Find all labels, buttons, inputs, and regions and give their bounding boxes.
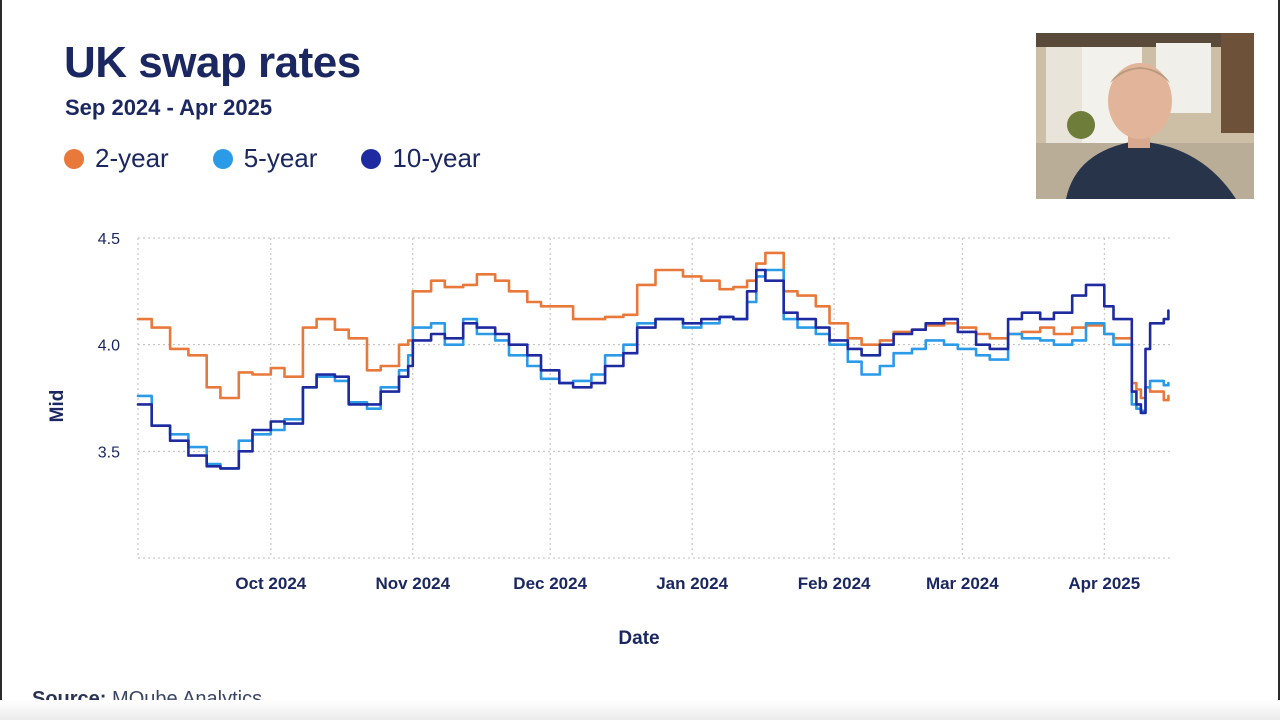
page-title: UK swap rates <box>64 38 361 87</box>
x-tick-label: Dec 2024 <box>513 574 587 593</box>
series-line-10-year <box>136 268 1170 470</box>
x-tick-label: Oct 2024 <box>235 574 306 593</box>
series-line-5-year <box>136 268 1170 470</box>
x-axis-title: Date <box>618 628 659 649</box>
presenter-video-image <box>1036 33 1254 199</box>
y-tick-label: 4.5 <box>98 231 120 248</box>
legend-item-10-year: 10-year <box>361 143 481 174</box>
series-lines <box>136 251 1170 470</box>
y-tick-label: 3.5 <box>98 444 120 461</box>
legend-label: 5-year <box>243 143 318 173</box>
legend-label: 10-year <box>392 143 481 173</box>
x-tick-label: Feb 2024 <box>798 574 871 593</box>
bottom-shade <box>0 700 1280 720</box>
legend-dot-5-year <box>212 148 233 169</box>
legend-dot-2-year <box>64 148 84 169</box>
x-tick-label: Mar 2024 <box>926 574 999 593</box>
x-tick-label: Jan 2024 <box>656 574 728 593</box>
legend-dot-10-year <box>361 148 382 169</box>
series-line-2-year <box>136 251 1170 402</box>
page-subtitle: Sep 2024 - Apr 2025 <box>65 95 273 120</box>
x-tick-label: Nov 2024 <box>375 574 450 593</box>
grid <box>137 237 1173 559</box>
axes: 3.5 4.0 4.5 Oct 2024 Nov 2024 Dec 2024 Jan 202… <box>98 231 1140 593</box>
y-tick-label: 4.0 <box>98 338 120 355</box>
chart-legend: 2-year 5-year 10-year <box>64 143 525 174</box>
y-axis-title: Mid <box>47 390 68 423</box>
legend-label: 2-year <box>95 143 169 173</box>
presenter-webcam <box>1036 33 1254 199</box>
legend-item-5-year: 5-year <box>212 143 318 174</box>
legend-item-2-year: 2-year <box>64 143 169 174</box>
x-tick-label: Apr 2025 <box>1068 574 1140 593</box>
